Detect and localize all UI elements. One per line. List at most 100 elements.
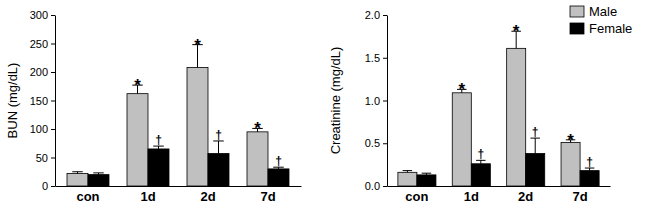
bar [452, 93, 471, 186]
tick-mark [51, 101, 55, 102]
x-tick: 7d [260, 186, 275, 204]
figure: ***†††050100150200250300con1d2d7dBUN (mg… [0, 0, 646, 216]
x-tick: 2d [518, 186, 533, 204]
bar [208, 154, 229, 186]
significance-marker: † [477, 147, 484, 161]
tick-label: 1.0 [365, 95, 380, 107]
y-tick: 50 [36, 152, 55, 164]
error-bar [93, 173, 104, 175]
tick-label: 300 [30, 9, 48, 21]
significance-marker: * [513, 22, 520, 41]
axis-line [388, 186, 611, 187]
tick-mark [51, 15, 55, 16]
error-stem [535, 138, 536, 153]
y-tick: 2.0 [365, 9, 387, 21]
x-tick: 7d [572, 186, 587, 204]
tick-label: 200 [30, 66, 48, 78]
error-bar [213, 141, 224, 154]
y-tick: 0 [42, 180, 55, 192]
bar [247, 132, 268, 186]
tick-mark [383, 101, 387, 102]
y-tick: 150 [30, 95, 55, 107]
significance-marker: † [155, 133, 162, 147]
legend: Male Female [570, 4, 632, 36]
tick-mark [51, 186, 55, 187]
axis-line [56, 186, 302, 187]
tick-label: 50 [36, 152, 48, 164]
tick-label: 2.0 [365, 9, 380, 21]
tick-label: 7d [260, 189, 275, 204]
x-axis: con 1d 2d 7d [388, 186, 611, 204]
tick-label: 100 [30, 123, 48, 135]
y-tick: 0.0 [365, 180, 387, 192]
significance-marker: * [254, 119, 261, 138]
bar [526, 154, 545, 186]
tick-mark [51, 158, 55, 159]
x-tick: con [405, 186, 428, 204]
tick-label: 150 [30, 95, 48, 107]
tick-label: 7d [572, 189, 587, 204]
bar [507, 48, 526, 186]
panel: * * * † † † 0.0 0.5 1.0 1.5 2.0 con 1d 2d 7d [365, 9, 611, 204]
y-tick: 100 [30, 123, 55, 135]
tick-mark [383, 186, 387, 187]
bar [67, 173, 88, 186]
error-bar [72, 172, 83, 174]
tick-label: 0.0 [365, 180, 380, 192]
tick-label: 2d [200, 189, 215, 204]
tick-label: 1d [464, 189, 479, 204]
bar [268, 169, 289, 186]
bars [67, 45, 289, 186]
axis-line [55, 16, 56, 187]
error-cap [93, 172, 104, 173]
tick-label: 0 [42, 180, 48, 192]
tick-mark [383, 15, 387, 16]
significance-marker: * [458, 80, 465, 99]
y-tick: 200 [30, 66, 55, 78]
significance-marker: † [586, 155, 593, 169]
y-tick: 250 [30, 38, 55, 50]
tick-label: 2d [518, 189, 533, 204]
tick-label: 0.5 [365, 137, 380, 149]
x-tick: 2d [200, 186, 215, 204]
error-cap [72, 171, 83, 172]
tick-mark [383, 143, 387, 144]
significance-marker: † [215, 128, 222, 142]
y-axis: 0.0 0.5 1.0 1.5 2.0 [365, 9, 388, 192]
y-tick: 0.5 [365, 137, 387, 149]
axis-line [387, 16, 388, 187]
tick-label: 1.5 [365, 52, 380, 64]
bar [187, 67, 208, 186]
bar [398, 172, 417, 186]
error-stem [218, 141, 219, 154]
y-tick: 1.5 [365, 52, 387, 64]
legend-item: Female [570, 21, 632, 36]
bar [127, 94, 148, 186]
error-bar [530, 138, 540, 153]
tick-mark [51, 44, 55, 45]
panel: * * * † † † 0 50 100 150 200 250 300 con 1d 2d 7d [30, 9, 302, 204]
tick-label: 250 [30, 38, 48, 50]
legend-label: Male [589, 4, 617, 19]
significance-marker: * [134, 76, 141, 95]
bar [417, 175, 436, 186]
significance-marker: † [532, 125, 539, 139]
bar [471, 164, 490, 186]
significance-marker: * [567, 131, 574, 150]
x-tick: con [76, 186, 99, 204]
significance-marker: * [194, 36, 201, 55]
tick-mark [51, 129, 55, 130]
y-tick: 1.0 [365, 95, 387, 107]
legend-swatch [570, 23, 584, 34]
error-bar [403, 171, 413, 173]
significance-marker: † [275, 154, 282, 168]
bar [580, 171, 599, 186]
bar [148, 149, 169, 186]
error-bar [422, 173, 432, 175]
legend-label: Female [589, 21, 632, 36]
y-tick: 300 [30, 9, 55, 21]
tick-label: con [405, 189, 428, 204]
bars [398, 31, 599, 186]
tick-label: 1d [140, 189, 155, 204]
x-tick: 1d [140, 186, 155, 204]
